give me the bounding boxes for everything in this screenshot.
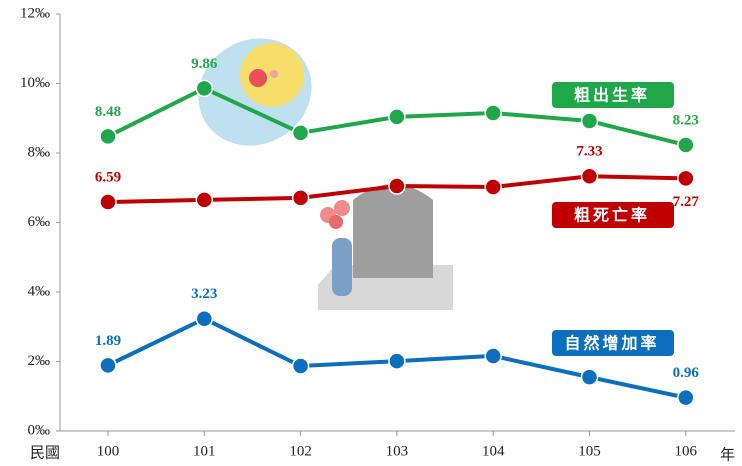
value-label: 9.86 [191, 56, 218, 72]
data-point [293, 125, 309, 141]
value-label: 0.96 [673, 365, 700, 381]
data-point [196, 192, 212, 208]
data-point [293, 190, 309, 206]
value-label: 8.23 [673, 112, 699, 128]
value-label: 8.48 [95, 104, 121, 120]
value-label: 1.89 [95, 333, 121, 349]
x-tick-label: 104 [482, 443, 505, 459]
value-label: 7.27 [673, 194, 700, 210]
y-tick-label: 2‰ [28, 353, 51, 369]
data-point [389, 353, 405, 369]
data-point [389, 178, 405, 194]
x-tick-label: 103 [386, 443, 409, 459]
data-point [582, 113, 598, 129]
data-point [485, 179, 501, 195]
legend-label: 粗死亡率 [574, 206, 650, 225]
y-tick-label: 4‰ [28, 283, 51, 299]
y-tick-label: 0‰ [28, 422, 51, 438]
x-tick-label: 102 [289, 443, 312, 459]
data-point [293, 358, 309, 374]
y-tick-label: 12‰ [20, 5, 50, 21]
data-point [196, 80, 212, 96]
x-tick-label: 106 [675, 443, 698, 459]
data-point [389, 109, 405, 125]
data-point [678, 170, 694, 186]
data-point [678, 137, 694, 153]
x-label-left: 民國 [30, 444, 60, 461]
y-tick-label: 6‰ [28, 214, 51, 230]
data-point [100, 357, 116, 373]
y-tick-label: 10‰ [20, 75, 50, 91]
data-point [678, 390, 694, 406]
gravestone-illustration [318, 184, 453, 310]
value-label: 7.33 [576, 144, 602, 160]
value-label: 3.23 [191, 286, 217, 302]
data-point [100, 194, 116, 210]
y-tick-label: 8‰ [28, 144, 51, 160]
chart: 民國 年 0‰ 2‰ 4‰ 6‰ 8‰ 10‰ 12‰ 100 101 102 103 104 105 1… [0, 0, 742, 466]
data-point [582, 168, 598, 184]
x-tick-label: 101 [193, 443, 216, 459]
x-tick-label: 100 [97, 443, 120, 459]
data-point [196, 311, 212, 327]
data-point [485, 348, 501, 364]
value-label: 6.59 [95, 169, 121, 185]
x-label-right: 年 [720, 446, 735, 463]
data-point [100, 128, 116, 144]
legend-label: 粗出生率 [574, 86, 650, 105]
data-point [582, 369, 598, 385]
legend-label: 自然增加率 [564, 334, 659, 353]
data-point [485, 105, 501, 121]
x-tick-label: 105 [578, 443, 601, 459]
